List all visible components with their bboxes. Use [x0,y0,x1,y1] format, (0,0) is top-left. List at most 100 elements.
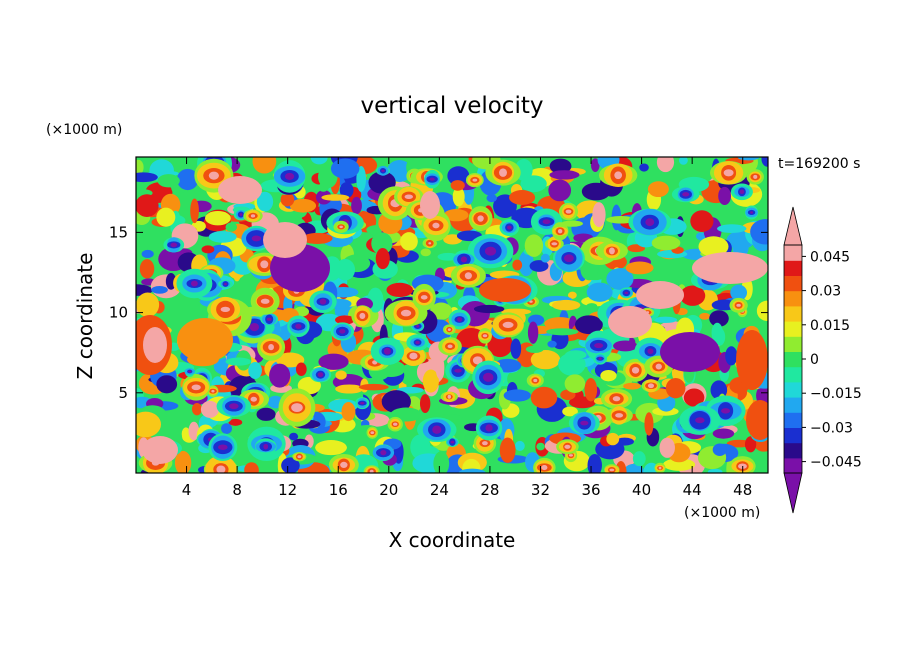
field-blob [340,461,348,469]
field-blob [136,172,158,183]
colorbar-segment [784,366,802,383]
field-blob [450,440,455,444]
field-blob [319,298,327,305]
field-blob [660,332,720,372]
field-blob [269,363,291,388]
field-blob [409,352,418,360]
field-blob [263,443,269,450]
field-blob [723,169,734,177]
field-blob [249,322,260,332]
field-blob [419,394,431,413]
field-blob [631,366,640,374]
field-blob [457,317,463,322]
field-blob [191,402,203,416]
field-blob [454,368,462,373]
field-blob [428,242,432,245]
field-blob [647,181,669,198]
field-blob [248,361,262,380]
field-blob [239,213,243,216]
field-blob [472,356,483,365]
field-blob [499,168,507,177]
field-blob [612,396,621,402]
field-blob [415,340,420,345]
field-blob [736,330,768,390]
field-blob [606,432,620,446]
field-blob [157,174,180,188]
field-blob [658,466,662,470]
colorbar-tick-label: −0.045 [810,455,862,471]
field-blob [289,198,317,213]
field-blob [544,317,577,330]
y-tick-label: 10 [109,304,128,322]
field-blob [335,370,347,380]
field-blob [464,272,472,280]
field-blob [507,225,512,230]
field-blob [260,298,270,304]
field-blob [224,282,227,286]
field-blob [586,282,613,302]
field-blob [289,432,299,441]
colorbar-tick-label: −0.015 [810,386,862,402]
x-axis-unit: (×1000 m) [684,505,760,521]
x-tick-label: 40 [632,481,651,499]
field-blob [606,215,636,224]
field-blob [190,198,199,224]
field-blob [568,454,574,457]
y-axis-label: Z coordinate [73,253,97,380]
x-tick-label: 48 [733,481,752,499]
field-blob [330,158,360,179]
field-blob [756,300,768,321]
x-tick-label: 20 [379,481,398,499]
field-blob [606,267,634,290]
field-blob [487,331,513,358]
field-blob [221,423,233,434]
field-blob [557,229,563,234]
colorbar: 0.045 0.03 0.015 0 −0.015 −0.03 −0.045 [783,206,862,514]
colorbar-segment [784,321,802,337]
field-blob [177,318,233,362]
field-blob [592,202,606,228]
colorbar-segment [784,381,802,398]
colorbar-extend-min [783,472,803,514]
field-blob [696,232,707,241]
colorbar-segment [784,260,802,276]
field-blob [707,468,723,473]
colorbar-tick-label: 0 [810,352,819,368]
time-label: t=169200 s [778,156,860,172]
field-blob [281,457,300,473]
field-blob [225,222,237,232]
field-blob [139,259,155,279]
field-blob [383,347,391,355]
field-blob [477,215,484,222]
colorbar-segment [784,336,802,352]
field-blob [645,218,655,227]
field-blob [632,451,646,467]
field-blob [205,210,231,226]
field-blob [263,222,307,258]
field-blob [359,312,366,319]
field-blob [529,260,549,272]
field-blob [636,281,684,309]
field-blob [136,159,144,175]
field-blob [380,450,387,456]
field-blob [452,187,465,207]
field-blob [551,242,558,246]
field-blob [266,317,272,321]
field-blob [739,189,745,195]
field-blob [549,158,572,174]
colorbar-segment [784,442,802,459]
field-blob [540,253,550,263]
field-blob [613,340,638,352]
field-blob [479,278,531,302]
field-blob [721,408,731,414]
field-blob [562,406,578,417]
field-blob [655,363,662,370]
field-blob [460,256,468,263]
field-blob [714,328,726,346]
field-blob [216,465,226,473]
field-blob [509,190,536,205]
field-blob [188,421,200,441]
field-blob [625,261,654,275]
field-blob [679,157,688,165]
field-blob [486,194,497,203]
